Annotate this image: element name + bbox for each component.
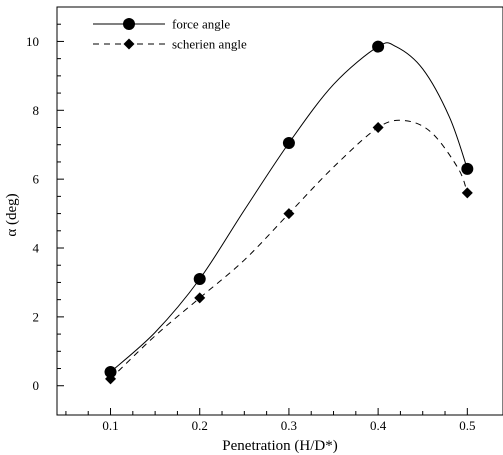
series-1-circle-marker: [372, 40, 385, 53]
legend-2-label: scherien angle: [172, 37, 247, 52]
x-tick-label: 0.2: [192, 418, 208, 433]
series-2-diamond-marker: [194, 292, 206, 304]
y-tick-label: 4: [33, 241, 40, 256]
x-tick-label: 0.3: [281, 418, 297, 433]
legend-2-marker: [123, 38, 135, 50]
series-2-diamond-marker: [461, 187, 473, 199]
legend: force angle scherien angle: [93, 17, 247, 52]
series-1-circle-marker: [461, 162, 474, 175]
x-tick-label: 0.5: [459, 418, 475, 433]
series-1-circle-marker: [104, 365, 117, 378]
series-2-diamond-marker: [283, 208, 295, 220]
legend-1-marker: [123, 18, 135, 30]
y-tick-label: 8: [33, 103, 40, 118]
legend-1-label: force angle: [172, 17, 230, 32]
y-tick-label: 2: [33, 309, 40, 324]
plot-frame: [56, 6, 503, 416]
series-2-diamond-marker: [105, 373, 117, 385]
y-tick-label: 6: [33, 172, 40, 187]
x-axis-label: Penetration (H/D*): [222, 438, 337, 454]
plot-border: [56, 6, 503, 416]
y-tick-label: 10: [26, 34, 39, 49]
x-tick-label: 0.4: [370, 418, 387, 433]
x-axis-ticks: 0.1 0.2 0.3 0.4 0.5: [65, 408, 475, 433]
series-2-line: [110, 119, 468, 380]
x-tick-label: 0.1: [102, 418, 118, 433]
series-1: [104, 40, 474, 378]
y-tick-label: 0: [33, 378, 40, 393]
series-1-line: [110, 42, 468, 373]
y-axis-label: α (deg): [4, 193, 20, 236]
series-1-circle-marker: [282, 137, 295, 149]
series-2-diamond-marker: [372, 122, 384, 134]
series-1-circle-marker: [193, 273, 206, 285]
y-axis-ticks: 0 2 4 6 8 10: [26, 23, 64, 393]
series-2: [105, 119, 473, 385]
series-layer: [104, 40, 474, 385]
